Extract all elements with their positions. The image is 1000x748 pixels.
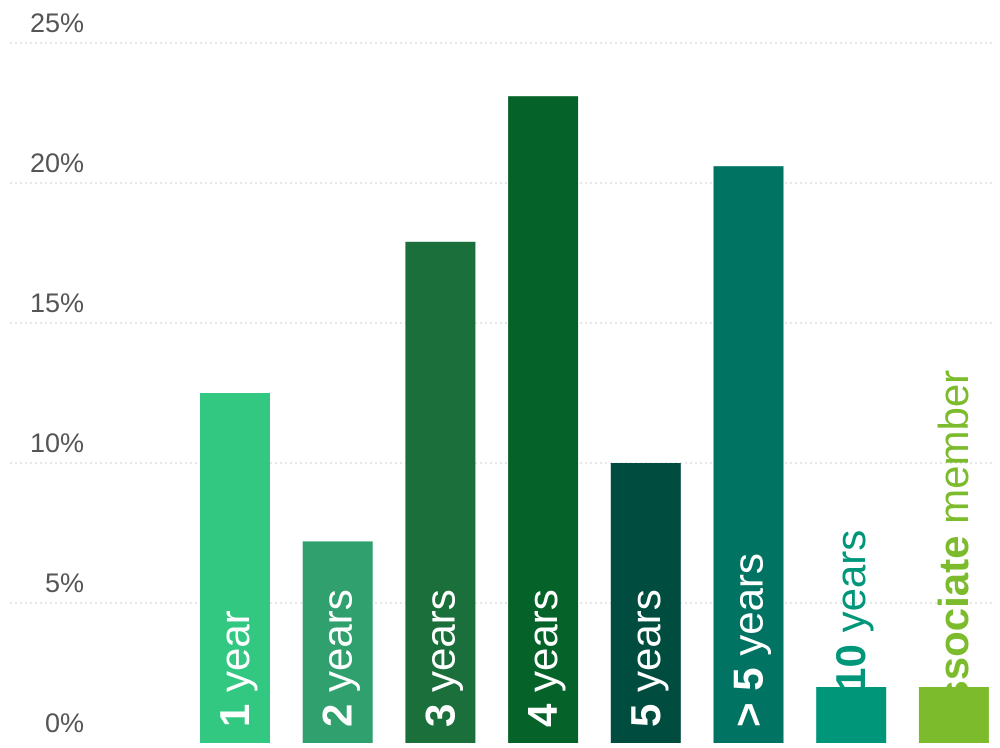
bar: [200, 393, 270, 743]
bar: [508, 96, 579, 743]
bar-label-strong: 1: [211, 704, 258, 727]
bar-label-strong: 2: [314, 704, 361, 727]
y-tick-label: 25%: [30, 8, 84, 38]
y-axis-tick-labels: 0% 5% 10% 15% 20% 25%: [30, 8, 84, 738]
bar-label: > 5 years: [725, 553, 772, 727]
bar-label: > 10 years: [827, 530, 874, 727]
bar-label-rest: years: [622, 589, 669, 703]
bar-label-strong: 4: [519, 703, 566, 727]
gridlines: [10, 42, 995, 604]
y-tick-label: 10%: [30, 428, 84, 458]
bar-label-strong: 3: [416, 704, 463, 727]
bar-label-rest: member: [930, 370, 977, 536]
bar: [405, 241, 476, 744]
bar-label-rest: years: [827, 530, 874, 644]
bar-label-rest: year: [211, 610, 258, 703]
y-tick-label: 15%: [30, 288, 84, 318]
bars: [200, 96, 989, 744]
bar: [610, 463, 681, 743]
bar-label-rest: years: [314, 589, 361, 703]
bar: [918, 687, 989, 743]
bar-label-rest: years: [725, 553, 772, 667]
y-tick-label: 5%: [45, 568, 84, 598]
bar-label-strong: 5: [622, 704, 669, 727]
bar: [816, 687, 887, 743]
bar-label-strong: > 10: [827, 644, 874, 727]
bar-label: 5 years: [622, 589, 669, 727]
bar-label-strong: associate: [930, 536, 977, 727]
bar-label-strong: > 5: [725, 667, 772, 727]
bar-label: 4 years: [519, 589, 566, 727]
bar-label: associate member: [930, 370, 977, 727]
bar-label: 1 year: [211, 610, 258, 727]
bar: [713, 166, 784, 743]
y-tick-label: 0%: [45, 708, 84, 738]
bar-label: 3 years: [416, 589, 463, 727]
bar: [302, 541, 373, 743]
bar-label-rest: years: [416, 589, 463, 703]
bar-label-rest: years: [519, 589, 566, 703]
bar-label: 2 years: [314, 589, 361, 727]
y-tick-label: 20%: [30, 148, 84, 178]
